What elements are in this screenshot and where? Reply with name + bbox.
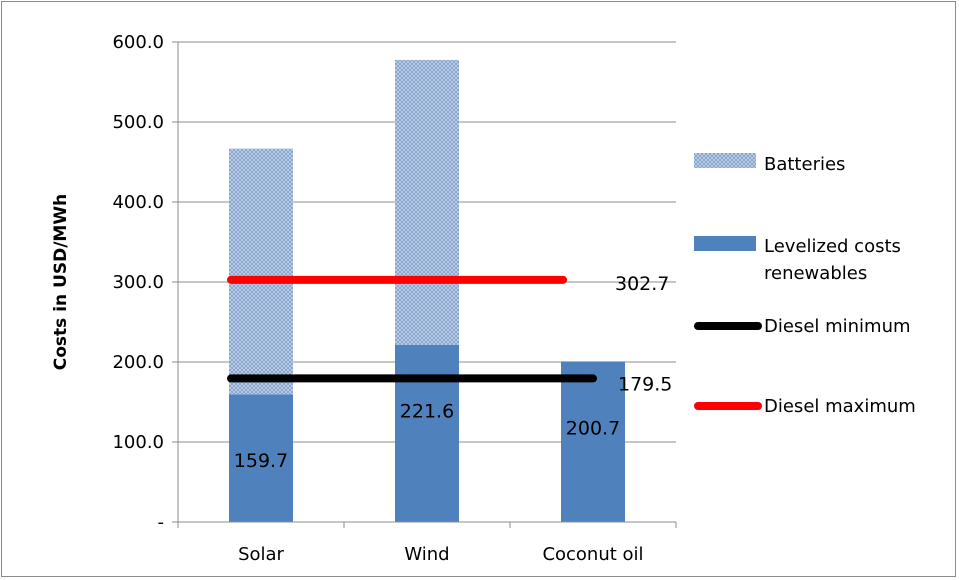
y-axis-label: Costs in USD/MWh — [51, 194, 71, 370]
data-label: 221.6 — [400, 401, 454, 423]
y-tick-label: 300.0 — [112, 272, 164, 293]
y-tick-label: 600.0 — [112, 32, 164, 53]
bar-levelized-costs — [395, 344, 459, 522]
data-label: 200.7 — [566, 417, 620, 439]
legend-levelized-swatch — [694, 236, 756, 251]
y-tick-label: 100.0 — [112, 432, 164, 453]
y-tick-label: 500.0 — [112, 112, 164, 133]
axes: - 100.0 200.0 300.0 400.0 500.0 600.0 Solar Wind… — [112, 32, 677, 565]
legend-diesel-minimum-label: Diesel minimum — [764, 316, 911, 337]
legend: Batteries Levelized costs renewables Diesel… — [694, 153, 916, 417]
data-labels: 159.7 221.6 200.7 302.7 179.5 — [234, 273, 673, 472]
legend-levelized-label: Levelized costs renewables — [764, 236, 901, 284]
bar-levelized-costs — [561, 361, 625, 522]
reference-lines — [227, 275, 597, 383]
legend-batteries-label: Batteries — [764, 154, 845, 175]
legend-diesel-maximum-label: Diesel maximum — [764, 396, 916, 417]
y-tick-label: 200.0 — [112, 352, 164, 373]
bar-batteries — [395, 59, 459, 345]
y-tick-label: - — [158, 512, 165, 533]
bar-batteries — [229, 148, 293, 395]
bars — [229, 59, 625, 522]
diesel-maximum-label: 302.7 — [615, 273, 669, 295]
diesel-minimum-label: 179.5 — [618, 373, 672, 395]
y-tick-label: 400.0 — [112, 192, 164, 213]
legend-batteries-swatch — [694, 153, 756, 168]
x-tick-label: Coconut oil — [542, 544, 643, 565]
data-label: 159.7 — [234, 450, 288, 472]
x-tick-label: Wind — [404, 544, 449, 565]
x-tick-label: Solar — [238, 544, 284, 565]
bar-levelized-costs — [229, 394, 293, 522]
